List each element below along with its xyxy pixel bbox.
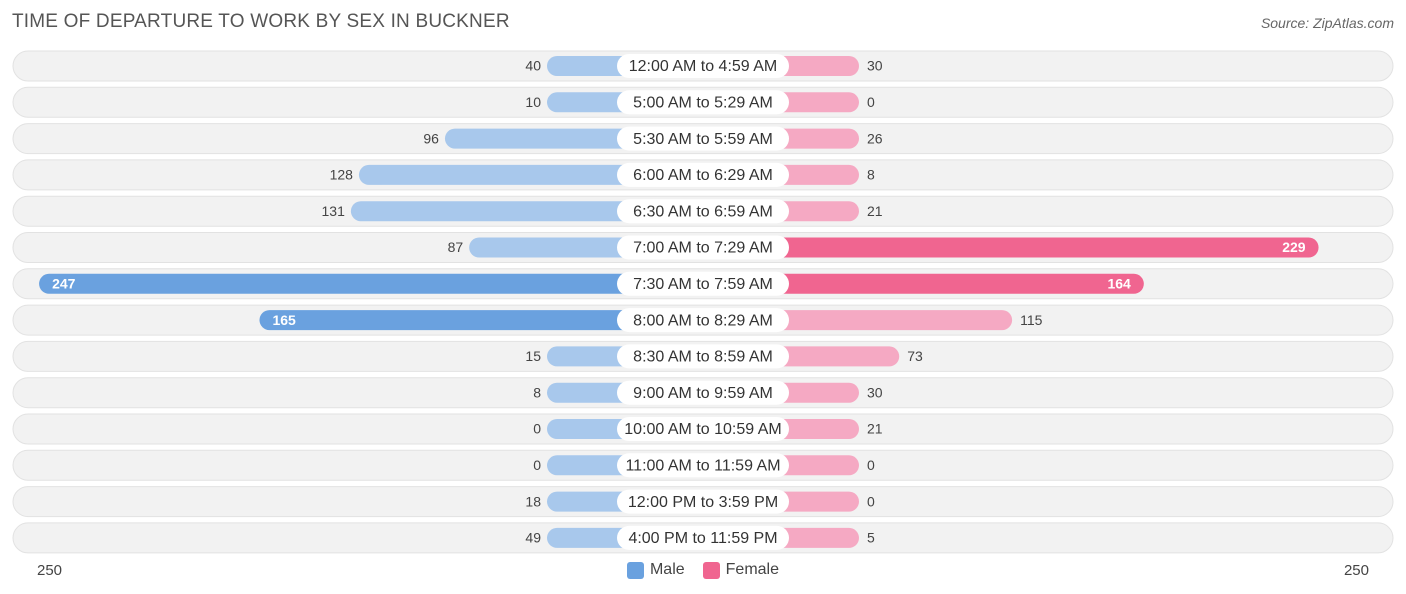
male-value-label: 247 — [52, 276, 76, 292]
male-value-label: 18 — [525, 493, 541, 509]
category-label-pill — [617, 380, 789, 405]
female-bar — [703, 237, 1319, 258]
male-value-label: 96 — [423, 130, 439, 146]
legend-item-female: Female — [702, 561, 780, 579]
male-value-label: 8 — [533, 384, 541, 400]
category-label-pill — [617, 271, 789, 296]
male-bar — [358, 164, 703, 185]
category-label-pill — [617, 308, 789, 333]
male-value-label: 15 — [525, 348, 541, 364]
female-value-label: 73 — [907, 348, 923, 364]
female-value-label: 26 — [867, 130, 883, 146]
male-value-label: 49 — [525, 530, 541, 546]
category-label-pill — [617, 489, 789, 514]
male-value-label: 0 — [533, 457, 541, 473]
axis-left-label: 250 — [37, 562, 63, 579]
legend-female-label: Female — [725, 561, 780, 578]
axis-right-label: 250 — [1343, 562, 1369, 579]
category-label-pill — [617, 162, 789, 187]
male-value-label: 165 — [272, 312, 296, 328]
category-label-pill — [617, 126, 789, 151]
category-label: 4:00 PM to 11:59 PM — [628, 530, 777, 547]
category-label: 7:30 AM to 7:59 AM — [633, 276, 773, 293]
category-label: 11:00 AM to 11:59 AM — [625, 458, 780, 475]
category-label: 6:30 AM to 6:59 AM — [633, 203, 773, 220]
category-label: 8:30 AM to 8:59 AM — [633, 349, 773, 366]
female-value-label: 115 — [1020, 312, 1043, 328]
female-value-label: 164 — [1107, 276, 1131, 292]
male-value-label: 40 — [525, 58, 541, 74]
male-value-label: 128 — [330, 167, 354, 183]
category-label: 12:00 AM to 4:59 AM — [629, 58, 778, 75]
legend: Male Female — [0, 561, 1406, 579]
category-label-pill — [617, 344, 789, 369]
category-label: 5:30 AM to 5:59 AM — [633, 131, 773, 148]
male-value-label: 131 — [322, 203, 346, 219]
male-value-label: 87 — [448, 239, 464, 255]
category-label-pill — [617, 90, 789, 115]
category-label-pill — [617, 453, 789, 478]
female-value-label: 5 — [867, 530, 875, 546]
source-label: Source: ZipAtlas.com — [1260, 15, 1394, 31]
legend-male-label: Male — [649, 561, 685, 578]
legend-item-male: Male — [626, 561, 685, 579]
female-bar — [703, 273, 1144, 294]
category-label: 10:00 AM to 10:59 AM — [624, 421, 781, 438]
female-value-label: 8 — [867, 167, 875, 183]
category-label: 6:00 AM to 6:29 AM — [633, 167, 773, 184]
female-value-label: 30 — [867, 384, 883, 400]
female-value-label: 0 — [867, 94, 875, 110]
female-value-label: 229 — [1282, 239, 1306, 255]
male-bar — [39, 273, 703, 294]
male-value-label: 10 — [525, 94, 541, 110]
female-value-label: 30 — [867, 58, 883, 74]
category-label-pill — [617, 199, 789, 224]
female-value-label: 21 — [867, 421, 883, 437]
male-bar — [259, 310, 703, 331]
female-value-label: 21 — [867, 203, 883, 219]
category-label-pill — [617, 525, 789, 550]
category-label: 5:00 AM to 5:29 AM — [633, 95, 773, 112]
category-label-pill — [617, 235, 789, 260]
category-label: 12:00 PM to 3:59 PM — [628, 494, 778, 511]
female-value-label: 0 — [867, 493, 875, 509]
male-value-label: 0 — [533, 421, 541, 437]
chart-title: TIME OF DEPARTURE TO WORK BY SEX IN BUCK… — [12, 11, 510, 32]
male-swatch — [626, 561, 644, 579]
category-label-pill — [617, 54, 789, 78]
female-value-label: 0 — [867, 457, 875, 473]
category-label: 9:00 AM to 9:59 AM — [633, 385, 773, 402]
category-label-pill — [617, 417, 789, 441]
category-label: 8:00 AM to 8:29 AM — [633, 312, 773, 329]
category-label: 7:00 AM to 7:29 AM — [633, 240, 773, 257]
female-swatch — [702, 561, 720, 579]
male-bar — [350, 201, 703, 222]
